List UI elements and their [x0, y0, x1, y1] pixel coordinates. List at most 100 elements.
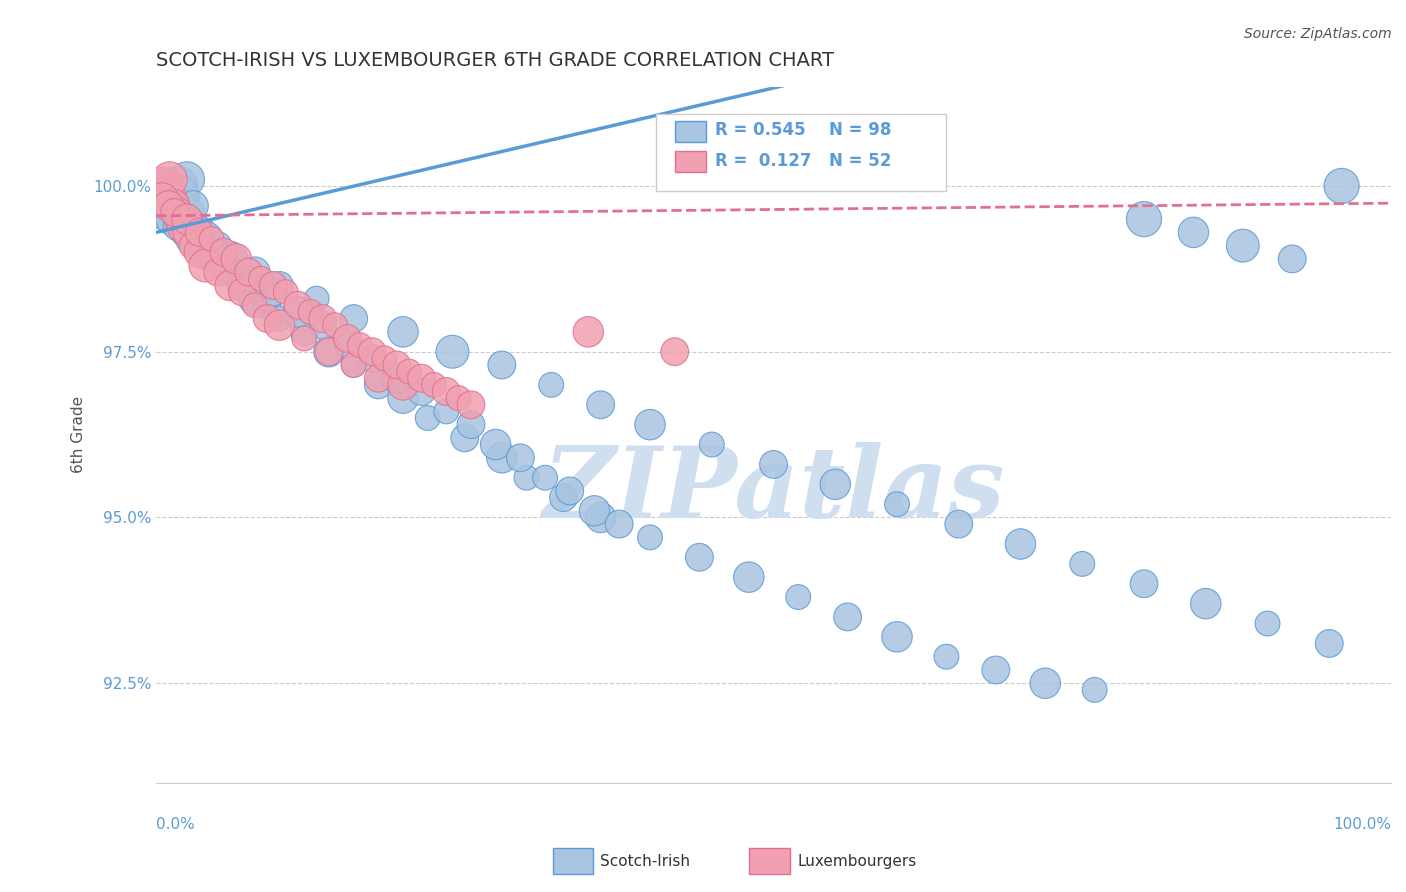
Text: R =  0.127: R = 0.127 — [716, 152, 813, 170]
Point — [886, 630, 908, 644]
Point — [170, 186, 193, 200]
Point — [491, 450, 513, 465]
Point — [269, 311, 291, 326]
Point — [589, 398, 612, 412]
Point — [157, 199, 180, 213]
Point — [160, 199, 183, 213]
Point — [194, 232, 217, 246]
Point — [219, 278, 242, 293]
Point — [181, 219, 204, 233]
Point — [576, 325, 599, 339]
Point — [173, 219, 195, 233]
Point — [787, 590, 810, 604]
Point — [343, 358, 366, 372]
Point — [1010, 537, 1032, 551]
Point — [163, 205, 186, 219]
Point — [163, 192, 186, 206]
Point — [157, 178, 180, 193]
Point — [343, 358, 366, 372]
Point — [153, 205, 176, 219]
Point — [583, 504, 606, 518]
Point — [238, 272, 260, 286]
Point — [343, 311, 366, 326]
Point — [392, 391, 415, 405]
Point — [460, 398, 482, 412]
Point — [188, 245, 211, 260]
Text: SCOTCH-IRISH VS LUXEMBOURGER 6TH GRADE CORRELATION CHART: SCOTCH-IRISH VS LUXEMBOURGER 6TH GRADE C… — [156, 51, 834, 70]
Point — [305, 292, 328, 306]
Point — [984, 663, 1007, 677]
Point — [392, 377, 415, 392]
Point — [312, 318, 335, 333]
Point — [434, 384, 457, 399]
Point — [181, 199, 204, 213]
Point — [323, 318, 346, 333]
Point — [447, 391, 470, 405]
Point — [416, 411, 439, 425]
Point — [177, 226, 200, 240]
Point — [398, 365, 420, 379]
Point — [367, 371, 389, 385]
Point — [243, 265, 266, 279]
Point — [1281, 252, 1303, 266]
Point — [152, 178, 174, 193]
Point — [1232, 238, 1254, 252]
Point — [170, 212, 193, 227]
Point — [515, 471, 537, 485]
Point — [256, 298, 278, 312]
Point — [269, 318, 291, 333]
Point — [243, 298, 266, 312]
Point — [738, 570, 761, 584]
Point — [434, 404, 457, 418]
Point — [411, 384, 433, 399]
Point — [299, 305, 322, 319]
Bar — [675, 121, 706, 142]
Text: Luxembourgers: Luxembourgers — [797, 855, 917, 869]
Bar — [675, 152, 706, 172]
Point — [349, 338, 371, 352]
Text: Scotch-Irish: Scotch-Irish — [600, 855, 690, 869]
Point — [194, 245, 217, 260]
Point — [262, 278, 284, 293]
Point — [287, 305, 309, 319]
Point — [150, 192, 173, 206]
Point — [243, 292, 266, 306]
Point — [180, 232, 202, 246]
Point — [336, 338, 359, 352]
Point — [194, 259, 217, 273]
Point — [188, 226, 211, 240]
Point — [166, 205, 188, 219]
Point — [837, 610, 859, 624]
Point — [188, 238, 211, 252]
Point — [180, 205, 202, 219]
Point — [155, 186, 177, 200]
Text: 100.0%: 100.0% — [1333, 817, 1391, 832]
Point — [162, 199, 184, 213]
Point — [361, 351, 384, 366]
Point — [212, 259, 235, 273]
Y-axis label: 6th Grade: 6th Grade — [72, 396, 86, 473]
Point — [157, 178, 180, 193]
Text: N = 52: N = 52 — [830, 152, 891, 170]
Point — [231, 278, 253, 293]
Point — [167, 178, 190, 193]
Point — [201, 232, 224, 246]
Point — [385, 358, 408, 372]
Point — [292, 325, 315, 339]
Point — [688, 550, 710, 565]
Point — [163, 192, 186, 206]
Text: R = 0.545: R = 0.545 — [716, 121, 806, 139]
Point — [411, 371, 433, 385]
Point — [287, 298, 309, 312]
Point — [638, 530, 661, 544]
Point — [607, 517, 630, 532]
Point — [1033, 676, 1056, 690]
Point — [231, 285, 253, 299]
Point — [150, 192, 173, 206]
Point — [373, 351, 395, 366]
Point — [238, 265, 260, 279]
Point — [318, 344, 340, 359]
Point — [1084, 682, 1107, 697]
Point — [1317, 636, 1340, 650]
Point — [207, 238, 229, 252]
